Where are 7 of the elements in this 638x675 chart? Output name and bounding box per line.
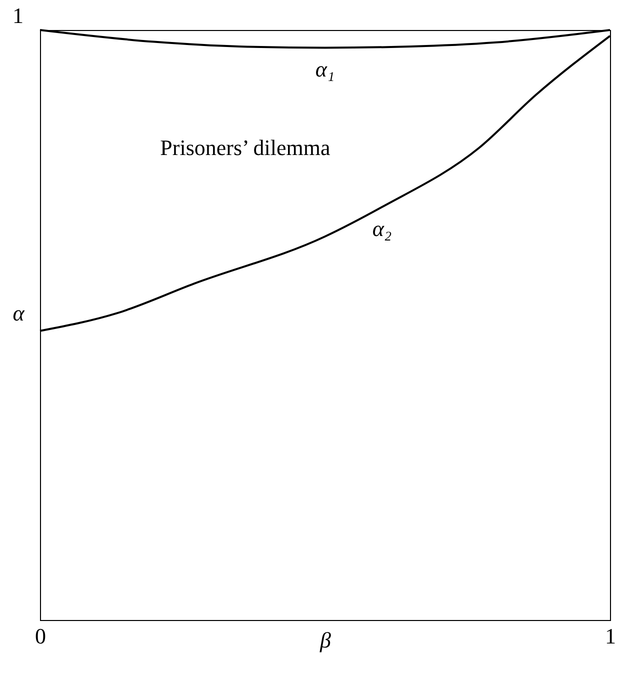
x-tick-label: 0: [35, 624, 46, 648]
text: 1: [12, 3, 24, 28]
y-axis-title: α: [12, 300, 25, 326]
series-label: α₂: [372, 216, 392, 241]
x-axis-title: β: [319, 628, 332, 652]
annotation: Prisoners’ dilemma: [160, 135, 330, 160]
series-label: α₁: [315, 56, 335, 82]
